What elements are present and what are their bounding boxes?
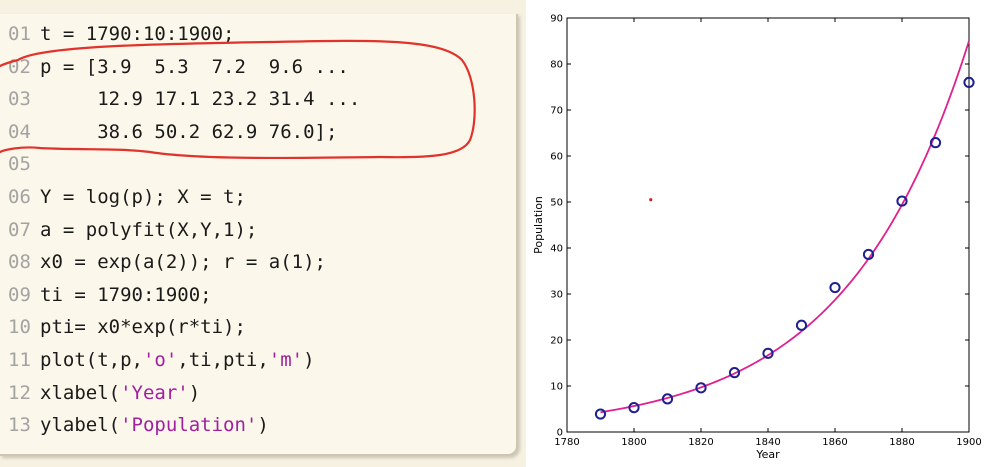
code-line: 02 p = [3.9 5.3 7.2 9.6 ...: [0, 51, 516, 84]
code-string: 'm': [268, 348, 304, 371]
code-text: ,ti,pti,: [177, 348, 269, 371]
line-number: 09: [8, 283, 31, 306]
code-text: ylabel(: [40, 414, 121, 437]
code-line: 09 ti = 1790:1900;: [0, 279, 516, 312]
line-number: 06: [8, 185, 31, 208]
data-point: [896, 195, 908, 207]
y-tick-label: 20: [550, 336, 563, 347]
data-point: [929, 137, 942, 149]
x-tick-label: 1820: [688, 437, 713, 448]
x-tick-label: 1880: [889, 437, 914, 448]
line-number: 07: [8, 218, 31, 241]
y-tick-label: 90: [550, 14, 563, 25]
line-number: 04: [8, 120, 31, 143]
line-number: 03: [8, 88, 31, 111]
code-string: 'o': [142, 348, 178, 371]
code-editor-panel: 01 t = 1790:10:1900; 02 p = [3.9 5.3 7.2 9.…: [0, 14, 518, 456]
code-text: ): [188, 381, 201, 404]
line-number: 12: [8, 381, 31, 404]
y-tick-label: 50: [550, 198, 563, 209]
y-tick-label: 10: [550, 382, 563, 393]
code-text: x0 = exp(a(2)); r = a(1);: [40, 251, 326, 274]
y-tick-label: 0: [557, 428, 563, 439]
code-text: xlabel(: [40, 381, 121, 404]
data-point: [829, 281, 841, 294]
y-tick-label: 40: [550, 244, 563, 255]
x-tick-label: 1800: [621, 437, 646, 448]
code-string: 'Population': [120, 414, 258, 437]
code-text: ti = 1790:1900;: [40, 283, 212, 306]
line-number: 11: [8, 348, 31, 371]
code-text: a = polyfit(X,Y,1);: [40, 218, 258, 241]
population-chart: 1780 1800 1820 1840 1860 1880 1900 0 10 20 30 40 50 6…: [526, 0, 989, 467]
code-line: 03 12.9 17.1 23.2 31.4 ...: [0, 83, 516, 116]
code-line: 04 38.6 50.2 62.9 76.0];: [0, 116, 516, 149]
fit-curve: [600, 40, 970, 414]
x-tick-label: 1900: [956, 437, 981, 448]
x-axis-label: Year: [755, 448, 780, 461]
data-point: [628, 402, 640, 414]
data-point: [728, 367, 741, 379]
code-text: plot(t,p,: [40, 348, 143, 371]
data-point: [862, 248, 875, 261]
x-tick-label: 1860: [822, 437, 847, 448]
code-text: ): [257, 414, 269, 437]
line-number: 13: [8, 414, 31, 437]
x-tick-label: 1840: [755, 437, 780, 448]
code-line: 08 x0 = exp(a(2)); r = a(1);: [0, 246, 516, 279]
data-point: [795, 319, 808, 331]
line-number: 01: [8, 23, 31, 45]
data-point: [594, 408, 607, 420]
code-text: p = [3.9 5.3 7.2 9.6 ...: [40, 55, 349, 78]
data-point: [762, 347, 774, 359]
code-text: t = 1790:10:1900;: [40, 23, 235, 45]
code-line: 06 Y = log(p); X = t;: [0, 181, 516, 214]
code-line: 13 ylabel('Population'): [0, 409, 516, 442]
code-line: 01 t = 1790:10:1900;: [0, 18, 516, 51]
data-point: [963, 76, 975, 89]
code-text: Y = log(p); X = t;: [40, 185, 246, 208]
stray-point: [649, 198, 653, 202]
y-tick-label: 30: [550, 290, 563, 301]
code-text: ): [303, 348, 315, 371]
code-text: 38.6 50.2 62.9 76.0];: [40, 120, 338, 143]
line-number: 05: [8, 153, 31, 176]
code-string: 'Year': [120, 381, 189, 404]
y-axis-label: Population: [532, 196, 545, 254]
code-text: pti= x0*exp(r*ti);: [40, 316, 246, 339]
line-number: 08: [8, 251, 31, 274]
code-text: 12.9 17.1 23.2 31.4 ...: [40, 88, 361, 111]
code-line: 07 a = polyfit(X,Y,1);: [0, 214, 516, 247]
x-tick-label: 1780: [554, 437, 579, 448]
line-number: 02: [8, 55, 31, 78]
data-point: [661, 393, 674, 405]
data-point: [695, 382, 707, 394]
code-line: 10 pti= x0*exp(r*ti);: [0, 311, 516, 344]
y-tick-label: 70: [550, 106, 563, 117]
code-line: 12 xlabel('Year'): [0, 377, 516, 410]
code-line: 05: [0, 148, 516, 181]
y-tick-label: 80: [550, 60, 563, 71]
line-number: 10: [8, 316, 31, 339]
plot-area: [566, 17, 970, 433]
y-tick-label: 60: [550, 152, 563, 163]
code-line: 11 plot(t,p,'o',ti,pti,'m'): [0, 344, 516, 377]
